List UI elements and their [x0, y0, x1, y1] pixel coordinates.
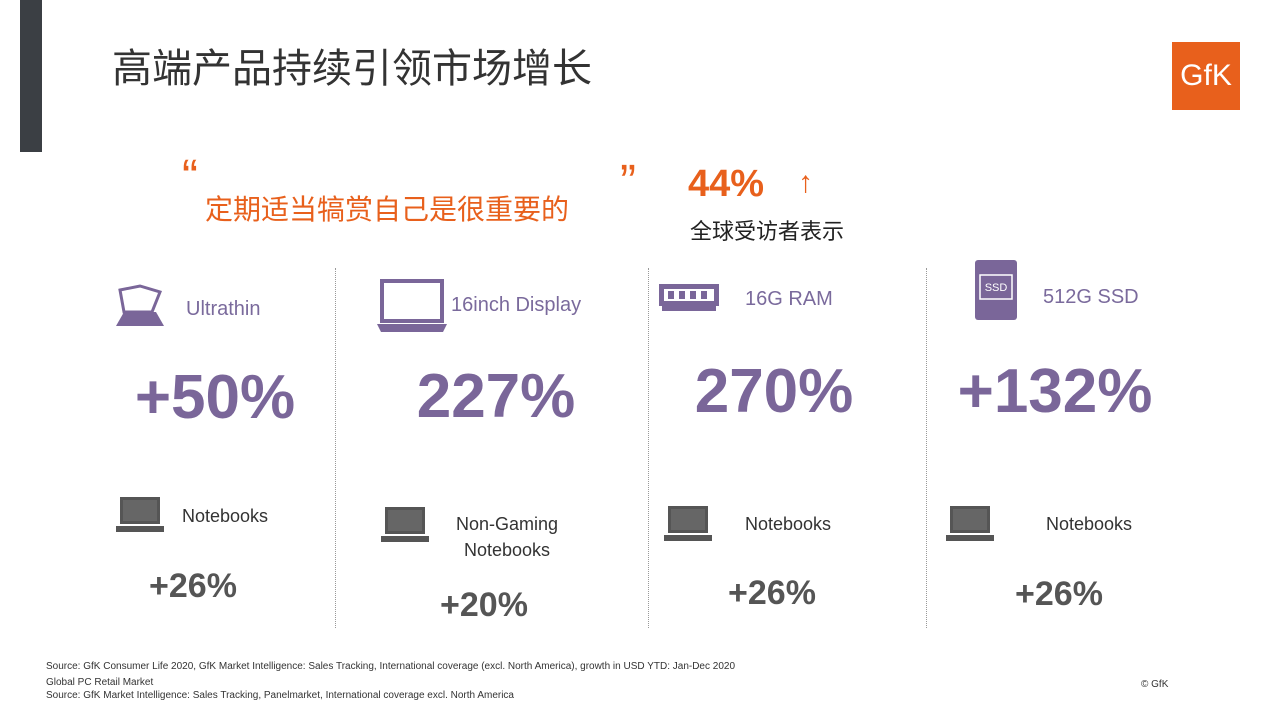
- accent-bar: [20, 0, 42, 152]
- quote-text: 定期适当犒赏自己是很重要的: [205, 194, 570, 225]
- feature: 16inch Display: [451, 294, 582, 316]
- notebook-icon: [664, 506, 712, 541]
- stat-arrow: ↑: [798, 166, 813, 199]
- title: 高端产品持续引领市场增长: [112, 47, 592, 91]
- segment-growth: +20%: [440, 586, 528, 624]
- notebook-icon: [381, 507, 429, 542]
- stat-value: 44%: [688, 163, 765, 205]
- copyright: © GfK: [1141, 679, 1169, 690]
- ultrathin-icon: [116, 284, 164, 326]
- source: Global PC Retail Market: [46, 677, 154, 688]
- segment: Notebooks: [1046, 514, 1133, 534]
- segment: Notebooks: [745, 514, 832, 534]
- growth: 227%: [416, 362, 576, 431]
- growth: 270%: [694, 357, 854, 426]
- ssd-label: SSD: [985, 282, 1008, 294]
- quote-close: ”: [620, 156, 636, 209]
- separator: [335, 268, 336, 628]
- feature: Ultrathin: [186, 298, 261, 320]
- segment-growth: +26%: [728, 574, 816, 612]
- notebook-icon: [116, 497, 164, 532]
- display-icon: [377, 279, 447, 332]
- growth: +50%: [134, 363, 296, 432]
- stat-caption: 全球受访者表示: [690, 219, 845, 244]
- notebook-icon: [946, 506, 994, 541]
- separator: [648, 268, 649, 628]
- logo: GfK: [1172, 42, 1240, 110]
- feature: 16G RAM: [745, 288, 833, 310]
- feature: 512G SSD: [1043, 286, 1139, 308]
- separator: [926, 268, 927, 628]
- segment: Notebooks: [182, 506, 269, 526]
- source: Source: GfK Consumer Life 2020, GfK Mark…: [46, 661, 736, 672]
- ssd-icon: SSD: [975, 260, 1017, 320]
- segment-growth: +26%: [149, 567, 237, 605]
- growth: +132%: [957, 357, 1153, 426]
- quote-open: “: [182, 151, 198, 204]
- segment-growth: +26%: [1015, 575, 1103, 613]
- segment: Non-Gaming Notebooks: [455, 514, 559, 560]
- source: Source: GfK Market Intelligence: Sales T…: [46, 690, 514, 701]
- ram-icon: [659, 284, 719, 311]
